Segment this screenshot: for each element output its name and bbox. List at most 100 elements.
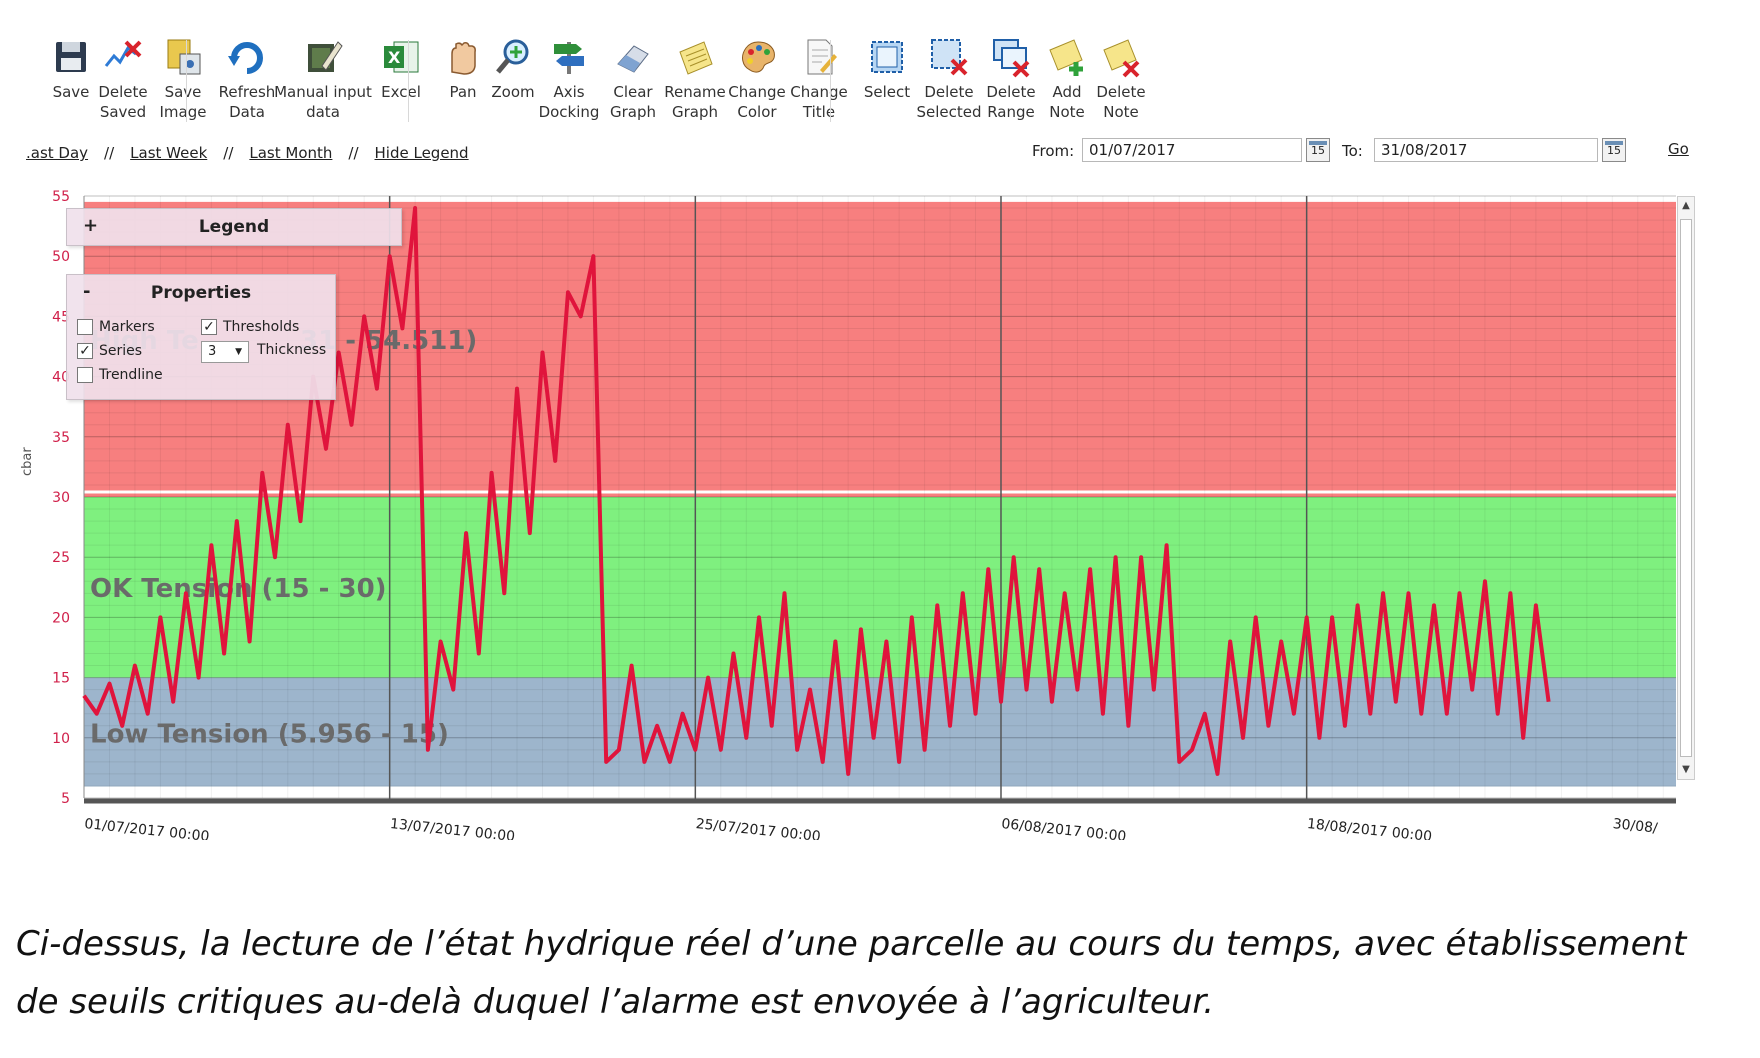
hand-icon (451, 42, 476, 75)
manual-input-button[interactable]: Manual input data (268, 36, 378, 122)
toolbar-separator (186, 40, 187, 122)
zoom-label: Zoom (491, 83, 535, 101)
hide-legend-link[interactable]: Hide Legend (374, 144, 469, 162)
excel-button[interactable]: X Excel (356, 36, 446, 102)
y-tick-label: 10 (52, 731, 70, 747)
delete-note-icon (1103, 39, 1140, 78)
go-link[interactable]: Go (1668, 140, 1689, 158)
delete-range-icon (993, 39, 1030, 78)
delete-saved-label: Delete Saved (98, 83, 148, 121)
clear-graph-button[interactable]: Clear Graph (588, 36, 678, 122)
zoom-button[interactable]: Zoom (468, 36, 558, 102)
refresh-icon (228, 42, 263, 74)
y-tick-label: 45 (52, 309, 70, 325)
legend-expand-toggle[interactable]: + (83, 215, 99, 236)
tension-series-line (82, 206, 1551, 776)
save-image-button[interactable]: Save Image (138, 36, 228, 122)
rename-graph-label: Rename Graph (664, 83, 726, 121)
thickness-value: 3 (208, 344, 217, 359)
x-tick-label: 01/07/2017 00:00 (84, 816, 210, 840)
ok-tension-band (84, 497, 1676, 678)
x-tick-label: 18/08/2017 00:00 (1306, 816, 1432, 840)
chart-area[interactable]: 5 10 15 20 25 30 35 40 45 50 55 01/07/2017 00:00 13/… (0, 180, 1760, 840)
delete-chart-icon (104, 40, 142, 67)
toolbar-separator (830, 40, 831, 122)
series-checkbox[interactable]: ✓ (77, 343, 93, 359)
to-date-input[interactable] (1374, 138, 1598, 162)
axis-docking-label: Axis Docking (538, 83, 600, 121)
delete-range-button[interactable]: Delete Range (966, 36, 1056, 122)
manual-input-label: Manual input data (274, 83, 372, 121)
last-week-link[interactable]: Last Week (130, 144, 208, 162)
from-calendar-icon[interactable]: 15 (1306, 138, 1330, 162)
y-tick-label: 20 (52, 610, 70, 626)
trendline-checkbox[interactable] (77, 367, 93, 383)
y-axis-label: cbar (20, 447, 35, 476)
delete-saved-button[interactable]: Delete Saved (78, 36, 168, 122)
ok-tension-label: OK Tension (15 - 30) (90, 574, 387, 604)
last-month-link[interactable]: Last Month (249, 144, 333, 162)
legend-panel[interactable]: + Legend (66, 208, 402, 246)
link-separator: // (348, 144, 359, 162)
quick-range-links: .ast Day // Last Week // Last Month // Hide Le… (26, 144, 469, 162)
toolbar: Save Delete Saved Save Image Refresh Data Ma… (22, 36, 1722, 126)
chart-vertical-scrollbar[interactable]: ▲ ▼ (1677, 196, 1695, 780)
refresh-data-label: Refresh Data (218, 83, 276, 121)
tension-chart[interactable]: 5 10 15 20 25 30 35 40 45 50 55 01/07/2017 00:00 13/… (0, 180, 1760, 840)
scroll-down-icon[interactable]: ▼ (1682, 764, 1690, 775)
delete-selected-button[interactable]: Delete Selected (904, 36, 994, 122)
to-calendar-icon[interactable]: 15 (1602, 138, 1626, 162)
floppy-disk-icon (56, 42, 86, 72)
properties-panel: - Properties Markers ✓ Thresholds ✓ Seri… (66, 274, 336, 400)
scrollbar-thumb[interactable] (1680, 219, 1692, 757)
pan-button[interactable]: Pan (418, 36, 508, 102)
add-note-label: Add Note (1049, 83, 1085, 121)
thresholds-checkbox[interactable]: ✓ (201, 319, 217, 335)
add-note-button[interactable]: Add Note (1022, 36, 1112, 122)
save-button[interactable]: Save (26, 36, 116, 102)
delete-range-label: Delete Range (986, 83, 1036, 121)
svg-text:X: X (388, 48, 401, 67)
select-box-icon (871, 41, 903, 73)
add-note-icon (1049, 39, 1083, 76)
change-title-button[interactable]: Change Title (774, 36, 864, 122)
document-edit-icon (807, 39, 837, 75)
high-tension-band (84, 201, 1676, 497)
change-color-button[interactable]: Change Color (712, 36, 802, 122)
toolbar-separator (408, 40, 409, 122)
delete-note-button[interactable]: Delete Note (1076, 36, 1166, 122)
y-tick-label: 50 (52, 249, 70, 265)
y-tick-label: 5 (61, 791, 70, 807)
x-tick-label: 06/08/2017 00:00 (1001, 816, 1127, 840)
change-color-label: Change Color (728, 83, 786, 121)
properties-collapse-toggle[interactable]: - (83, 281, 91, 302)
excel-label: Excel (381, 83, 421, 101)
y-tick-label: 40 (52, 370, 70, 386)
last-day-link[interactable]: .ast Day (26, 144, 89, 162)
properties-title: Properties (150, 283, 252, 303)
scroll-up-icon[interactable]: ▲ (1682, 200, 1690, 211)
low-tension-label: Low Tension (5.956 - 15) (90, 720, 449, 750)
from-date-input[interactable] (1082, 138, 1302, 162)
link-separator: // (223, 144, 234, 162)
series-label: Series (99, 343, 143, 359)
y-tick-label: 55 (52, 189, 70, 205)
axis-docking-button[interactable]: Axis Docking (524, 36, 614, 122)
markers-checkbox[interactable] (77, 319, 93, 335)
refresh-data-button[interactable]: Refresh Data (202, 36, 292, 122)
select-button[interactable]: Select (842, 36, 932, 102)
thickness-select[interactable]: 3 ▼ (201, 341, 249, 363)
x-tick-label: 25/07/2017 00:00 (695, 816, 821, 840)
link-separator: // (104, 144, 115, 162)
thickness-label: Thickness (257, 342, 327, 358)
rename-graph-button[interactable]: Rename Graph (650, 36, 740, 122)
legend-title: Legend (198, 217, 270, 237)
delete-selection-icon (931, 39, 968, 76)
pan-label: Pan (449, 83, 477, 101)
y-tick-label: 35 (52, 430, 70, 446)
markers-label: Markers (99, 319, 155, 335)
magnifier-icon (496, 39, 529, 74)
delete-note-label: Delete Note (1096, 83, 1146, 121)
select-label: Select (863, 83, 911, 101)
figure-caption: Ci-dessus, la lecture de l’état hydrique… (16, 924, 1687, 1022)
